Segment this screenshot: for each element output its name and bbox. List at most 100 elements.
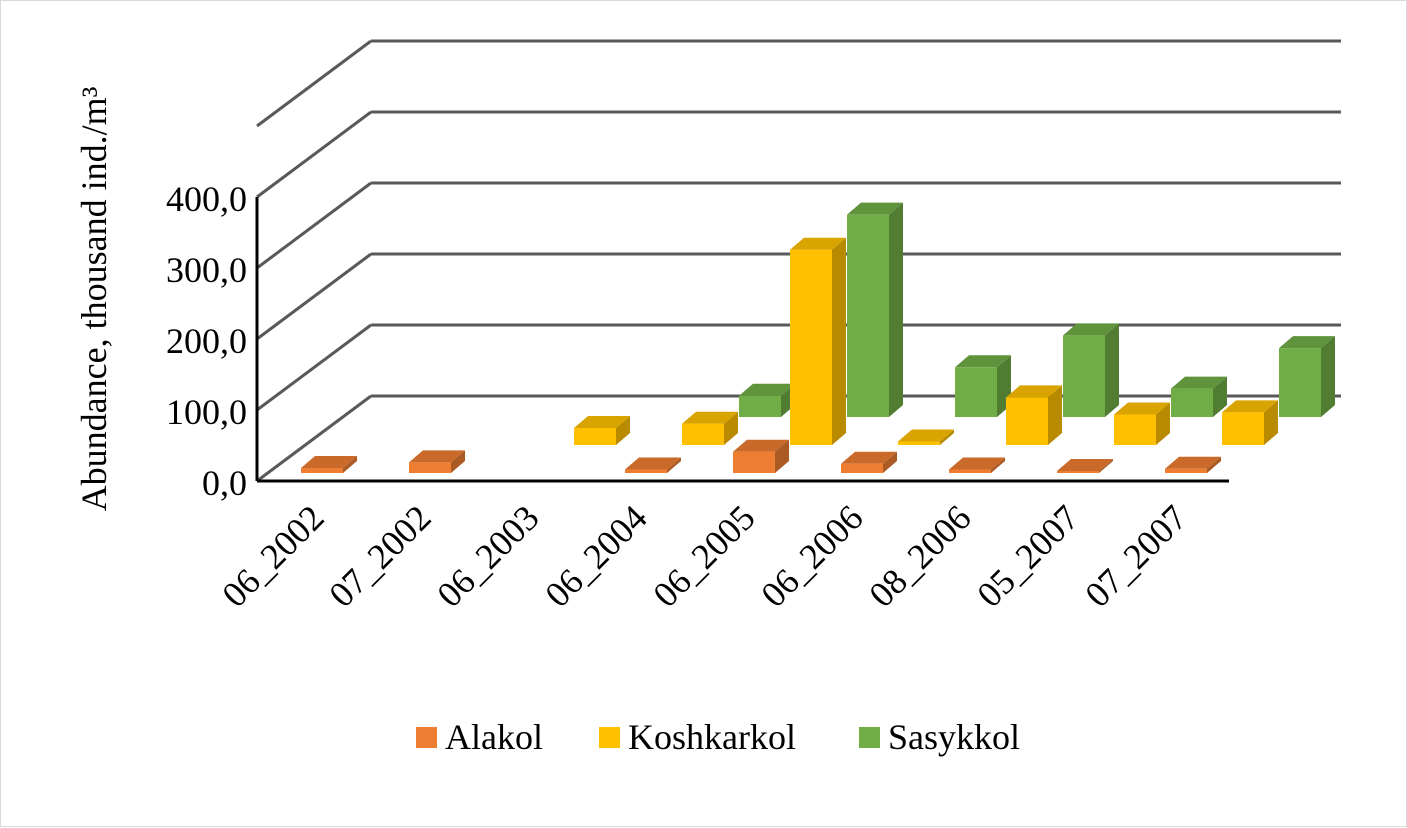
bar-top (1057, 459, 1113, 471)
legend: Alakol Koshkarkol Sasykkol (416, 717, 1020, 757)
axes (255, 197, 1229, 483)
bar-top (955, 355, 1011, 368)
legend-item: Alakol (416, 717, 543, 757)
bar-alakol-06_2006 (841, 451, 897, 473)
bar-koshkarkol-06_2005 (790, 237, 846, 445)
bar-top (625, 457, 681, 470)
bar-side (1213, 376, 1227, 417)
category-labels: 06_2002 07_2002 06_2003 06_2004 06_2005 … (214, 497, 1194, 614)
bar-top (733, 439, 789, 452)
bar-front (1057, 471, 1099, 473)
bar-koshkarkol-06_2003 (574, 415, 630, 445)
bar-top (682, 411, 738, 424)
bar-side (724, 411, 738, 445)
bar-side (889, 202, 903, 417)
category-label: 06_2003 (429, 497, 546, 614)
bar-top (1171, 376, 1227, 389)
bar-alakol-07_2002 (409, 450, 465, 473)
y-tick-label: 0,0 (202, 463, 247, 503)
bar-front (1279, 348, 1321, 417)
bar-front (301, 468, 343, 473)
bar-sasykkol-08_2006 (1063, 323, 1119, 417)
bar-front (790, 249, 832, 445)
category-label: 06_2002 (214, 497, 331, 614)
gridline-side (256, 110, 372, 199)
legend-label: Sasykkol (888, 717, 1020, 757)
bar-sasykkol-06_2006 (955, 355, 1011, 417)
bar-sasykkol-05_2007 (1171, 376, 1227, 417)
bar-side (451, 450, 465, 473)
bar-sasykkol-07_2007 (1279, 336, 1335, 417)
bar-top (1063, 323, 1119, 336)
legend-item: Sasykkol (859, 717, 1020, 757)
bar-koshkarkol-06_2004 (682, 411, 738, 445)
legend-item: Koshkarkol (599, 717, 796, 757)
gridline-side (256, 252, 372, 341)
y-tick-label: 300,0 (166, 250, 247, 290)
gridline-side (256, 323, 372, 412)
category-label: 05_2007 (969, 497, 1086, 614)
bar-side (1105, 323, 1119, 417)
category-label: 07_2002 (321, 497, 438, 614)
bar-side (1207, 456, 1221, 473)
bar-koshkarkol-06_2006 (898, 429, 954, 445)
bar-side (832, 237, 846, 445)
category-label: 06_2005 (645, 497, 762, 614)
bar-front (949, 469, 991, 473)
bar-alakol-07_2007 (1165, 456, 1221, 473)
gridline-side (256, 39, 372, 128)
bar-front (1006, 397, 1048, 445)
legend-label: Koshkarkol (628, 717, 796, 757)
bar-side (1156, 402, 1170, 445)
bar-front (733, 451, 775, 473)
bar-front (841, 463, 883, 473)
bar-side (991, 457, 1005, 473)
bar-sasykkol-06_2005 (847, 202, 903, 417)
bar-side (343, 456, 357, 473)
bar-koshkarkol-05_2007 (1114, 402, 1170, 445)
category-label: 06_2004 (537, 497, 654, 614)
bar-front (739, 395, 781, 417)
category-label: 07_2007 (1077, 497, 1194, 614)
bar-front (409, 462, 451, 473)
bar-alakol-06_2002 (301, 456, 357, 473)
bar-alakol-05_2007 (1057, 459, 1113, 473)
bar-top (847, 202, 903, 215)
bar-side (1099, 459, 1113, 473)
bar-top (1114, 402, 1170, 415)
y-tick-label: 200,0 (166, 321, 247, 361)
bar-alakol-08_2006 (949, 457, 1005, 473)
bar-side (616, 415, 630, 445)
bar-sasykkol-06_2004 (739, 383, 795, 417)
bar-alakol-06_2005 (733, 439, 789, 473)
y-tick-label: 400,0 (166, 179, 247, 219)
bar-front (1222, 412, 1264, 445)
bar-front (1171, 388, 1213, 417)
bar-top (949, 457, 1005, 470)
gridline-side (256, 394, 372, 483)
bar-top (409, 450, 465, 463)
legend-label: Alakol (445, 717, 543, 757)
bar-front (1063, 335, 1105, 417)
bar-top (1006, 385, 1062, 398)
bar-top (1165, 456, 1221, 469)
bar-alakol-06_2004 (625, 457, 681, 473)
bars (301, 202, 1335, 473)
gridline-side (256, 181, 372, 270)
bar-top (898, 429, 954, 442)
bar-side (1048, 385, 1062, 445)
legend-swatch (416, 727, 437, 748)
y-axis-title: Abundance, thousand ind./m³ (74, 86, 114, 511)
bar-side (1321, 336, 1335, 417)
bar-top (790, 237, 846, 250)
bar-top (739, 383, 795, 396)
bar-koshkarkol-07_2007 (1222, 400, 1278, 445)
bar-front (1114, 414, 1156, 445)
bar-side (775, 439, 789, 473)
bar-side (940, 429, 954, 445)
bar-front (955, 367, 997, 417)
category-label: 08_2006 (861, 497, 978, 614)
bar-front (574, 427, 616, 445)
